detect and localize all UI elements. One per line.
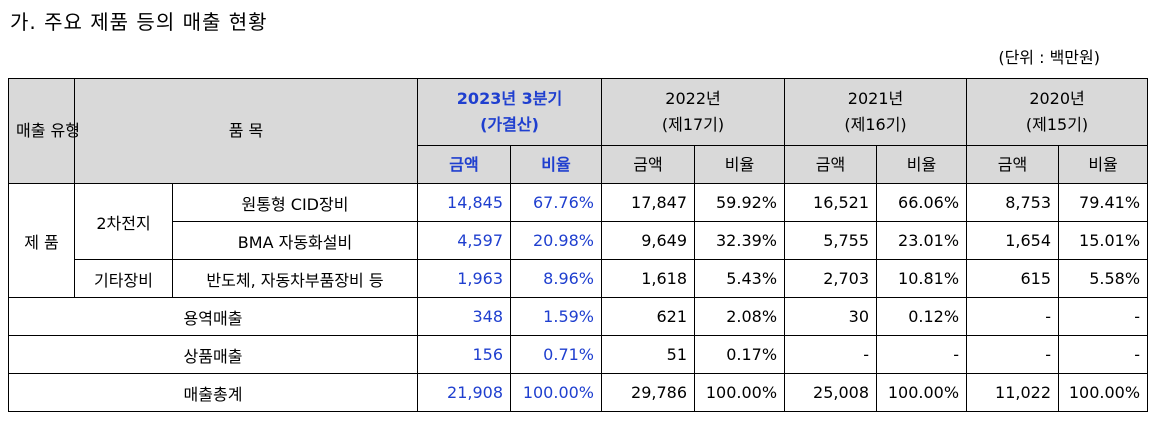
- amount-cell: 615: [966, 259, 1060, 298]
- unit-label: (단위 : 백만원): [998, 48, 1100, 67]
- amount-cell: -: [966, 335, 1060, 374]
- amount-cell: 21,908: [417, 373, 511, 412]
- header-ratio: 비율: [876, 145, 968, 184]
- amount-cell: 29,786: [601, 373, 695, 412]
- group-product: 제 품: [8, 183, 75, 298]
- table-row: 상품매출 156 0.71% 51 0.17% - - - -: [8, 335, 1149, 374]
- amount-cell: 9,649: [601, 221, 695, 260]
- header-amount: 금액: [966, 145, 1060, 184]
- ratio-cell: 66.06%: [876, 183, 968, 222]
- ratio-cell: 100.00%: [693, 373, 786, 412]
- ratio-cell: 23.01%: [876, 221, 968, 260]
- ratio-cell: 20.98%: [510, 221, 602, 260]
- amount-cell: 51: [601, 335, 695, 374]
- header-ratio: 비율: [510, 145, 602, 184]
- amount-cell: 621: [601, 297, 695, 336]
- group-battery: 2차전지: [74, 183, 173, 260]
- amount-cell: 1,654: [966, 221, 1060, 260]
- amount-cell: 11,022: [966, 373, 1060, 412]
- ratio-cell: 0.12%: [876, 297, 968, 336]
- item-name: 용역매출: [8, 297, 418, 336]
- table-row: 기타장비 반도체, 자동차부품장비 등 1,963 8.96% 1,618 5.…: [9, 259, 1149, 298]
- ratio-cell: 67.76%: [510, 183, 602, 222]
- ratio-cell: 79.41%: [1058, 183, 1149, 222]
- ratio-cell: 1.59%: [510, 297, 602, 336]
- header-period-2023q3: 2023년 3분기 (가결산): [417, 78, 602, 146]
- header-amount: 금액: [417, 145, 511, 184]
- ratio-cell: 100.00%: [1058, 373, 1149, 412]
- ratio-cell: 100.00%: [876, 373, 968, 412]
- ratio-cell: 100.00%: [510, 373, 602, 412]
- ratio-cell: 8.96%: [510, 259, 602, 298]
- ratio-cell: 0.17%: [693, 335, 786, 374]
- amount-cell: -: [784, 335, 878, 374]
- ratio-cell: -: [1058, 335, 1149, 374]
- ratio-cell: 5.58%: [1058, 259, 1149, 298]
- table-row: 용역매출 348 1.59% 621 2.08% 30 0.12% - -: [8, 297, 1149, 336]
- amount-cell: 30: [784, 297, 878, 336]
- header-period-2022: 2022년 (제17기): [600, 78, 786, 146]
- header-item: 품 목: [74, 78, 418, 184]
- ratio-cell: 0.71%: [510, 335, 602, 374]
- ratio-cell: 2.08%: [693, 297, 786, 336]
- header-period-2021: 2021년 (제16기): [784, 78, 968, 146]
- amount-cell: 8,753: [966, 183, 1060, 222]
- item-name: 상품매출: [8, 335, 418, 374]
- header-sales-type: 매출 유형: [8, 78, 80, 184]
- amount-cell: 1,963: [417, 259, 511, 298]
- amount-cell: 1,618: [601, 259, 695, 298]
- amount-cell: 17,847: [601, 183, 695, 222]
- section-title: 가. 주요 제품 등의 매출 현황: [10, 10, 268, 34]
- amount-cell: 156: [417, 335, 511, 374]
- table-row: BMA 자동화설비 4,597 20.98% 9,649 32.39% 5,75…: [9, 221, 1149, 260]
- ratio-cell: 10.81%: [876, 259, 968, 298]
- amount-cell: 5,755: [784, 221, 878, 260]
- group-other: 기타장비: [74, 259, 173, 298]
- header-ratio: 비율: [693, 145, 786, 184]
- item-name: BMA 자동화설비: [172, 221, 418, 260]
- ratio-cell: -: [1058, 297, 1149, 336]
- header-period-2020: 2020년 (제15기): [966, 78, 1149, 146]
- header-amount: 금액: [601, 145, 695, 184]
- amount-cell: 2,703: [784, 259, 878, 298]
- ratio-cell: 15.01%: [1058, 221, 1149, 260]
- header-ratio: 비율: [1058, 145, 1149, 184]
- item-name: 반도체, 자동차부품장비 등: [172, 259, 418, 298]
- amount-cell: 348: [417, 297, 511, 336]
- table-row: 제 품 2차전지 원통형 CID장비 14,845 67.76% 17,847 …: [8, 183, 1149, 298]
- amount-cell: 25,008: [784, 373, 878, 412]
- sales-table: 매출 유형 품 목 2023년 3분기 (가결산) 2022년 (제17기) 202…: [8, 78, 1149, 412]
- amount-cell: 4,597: [417, 221, 511, 260]
- table-row-total: 매출총계 21,908 100.00% 29,786 100.00% 25,00…: [8, 373, 1149, 412]
- item-name: 매출총계: [8, 373, 418, 412]
- header-amount: 금액: [784, 145, 878, 184]
- ratio-cell: 59.92%: [693, 183, 786, 222]
- amount-cell: -: [966, 297, 1060, 336]
- ratio-cell: -: [876, 335, 968, 374]
- amount-cell: 14,845: [417, 183, 511, 222]
- amount-cell: 16,521: [784, 183, 878, 222]
- item-name: 원통형 CID장비: [172, 183, 418, 222]
- ratio-cell: 32.39%: [693, 221, 786, 260]
- ratio-cell: 5.43%: [693, 259, 786, 298]
